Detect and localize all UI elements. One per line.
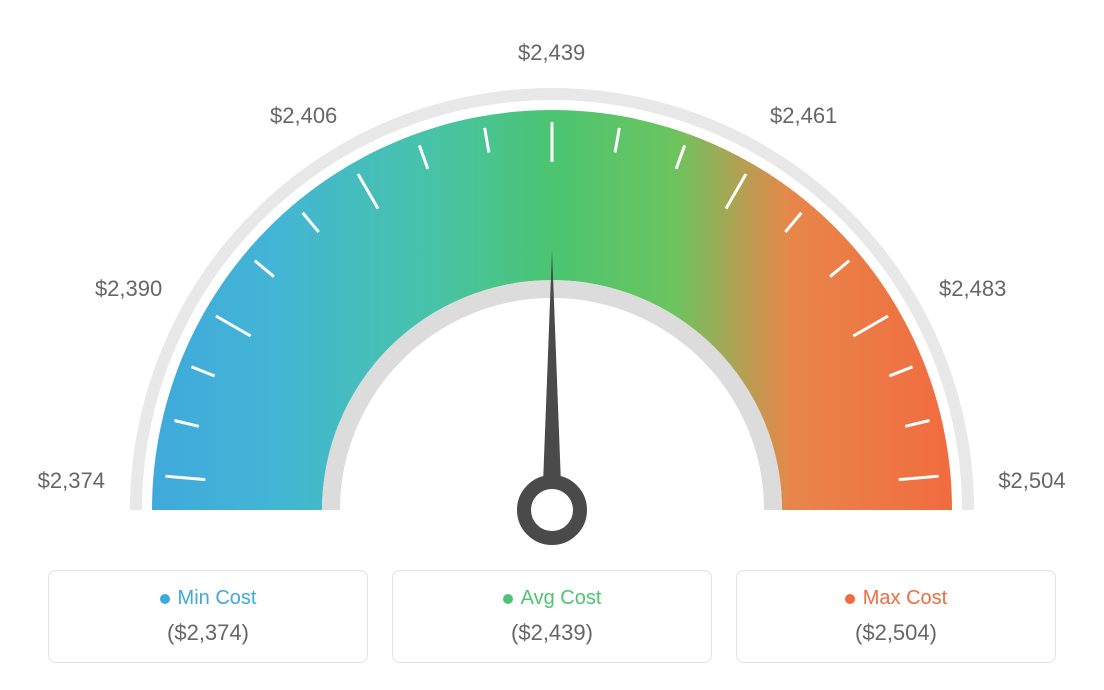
min-cost-card: Min Cost ($2,374) (48, 570, 368, 663)
avg-dot-icon (503, 594, 513, 604)
gauge-tick-label: $2,406 (270, 103, 337, 129)
min-cost-label: Min Cost (178, 587, 257, 610)
max-cost-value: ($2,504) (757, 620, 1035, 646)
gauge-tick-label: $2,504 (998, 468, 1065, 494)
max-dot-icon (845, 594, 855, 604)
avg-cost-card: Avg Cost ($2,439) (392, 570, 712, 663)
min-cost-title: Min Cost (69, 587, 347, 610)
summary-cards: Min Cost ($2,374) Avg Cost ($2,439) Max … (20, 570, 1084, 663)
avg-cost-title: Avg Cost (413, 587, 691, 610)
min-cost-value: ($2,374) (69, 620, 347, 646)
gauge-tick-label: $2,461 (770, 103, 837, 129)
gauge-tick-label: $2,483 (939, 276, 1006, 302)
gauge-chart: $2,374 $2,390 $2,406 $2,439 $2,461 $2,483 $2,5… (20, 20, 1084, 560)
min-dot-icon (160, 594, 170, 604)
max-cost-title: Max Cost (757, 587, 1035, 610)
max-cost-label: Max Cost (863, 587, 947, 610)
avg-cost-value: ($2,439) (413, 620, 691, 646)
avg-cost-label: Avg Cost (521, 587, 602, 610)
gauge-tick-label: $2,439 (518, 40, 585, 66)
gauge-tick-label: $2,390 (95, 276, 162, 302)
gauge-svg (22, 20, 1082, 560)
gauge-tick-label: $2,374 (38, 468, 105, 494)
max-cost-card: Max Cost ($2,504) (736, 570, 1056, 663)
